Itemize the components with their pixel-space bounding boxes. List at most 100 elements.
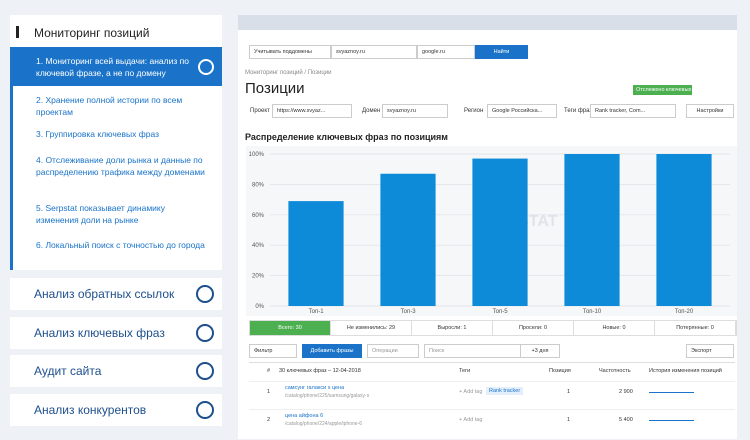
- position: 1: [567, 389, 571, 395]
- row-number: 2: [267, 417, 271, 423]
- y-tick-label: 60%: [252, 213, 265, 219]
- stats-tab[interactable]: Не изменились: 29: [331, 321, 412, 335]
- tracked-text: Отслежено ключевых фраз: 118/200: [636, 87, 729, 93]
- breadcrumb: Мониторинг позиций / Позиции: [245, 70, 332, 76]
- section-card[interactable]: Анализ конкурентов: [10, 394, 222, 426]
- section-title: Аудит сайта: [34, 364, 102, 378]
- section-title: Анализ ключевых фраз: [34, 326, 165, 340]
- stats-tab[interactable]: Новые: 0: [574, 321, 655, 335]
- stats-tab[interactable]: Потерянные: 0: [655, 321, 736, 335]
- row-line: [249, 409, 735, 410]
- stats-tab[interactable]: Просели: 0: [493, 321, 574, 335]
- column-header: История изменения позиций: [649, 368, 722, 374]
- y-tick-label: 80%: [252, 182, 265, 188]
- add-tag[interactable]: + Add tag: [459, 389, 483, 395]
- section-card[interactable]: Аудит сайта: [10, 355, 222, 387]
- frequency: 2 900: [619, 389, 633, 395]
- add-tag[interactable]: + Add tag: [459, 417, 483, 423]
- menu-title: Мониторинг позиций: [34, 26, 150, 40]
- input[interactable]: Поиск: [424, 344, 524, 358]
- history-line: [649, 420, 694, 421]
- column-header: Частотность: [599, 368, 631, 374]
- menu-item[interactable]: 4. Отслеживание доли рынка и данные по р…: [36, 155, 205, 177]
- column-header: #: [267, 368, 271, 374]
- bar: [564, 154, 620, 306]
- dropdown[interactable]: svyaznoy.ru: [382, 104, 448, 118]
- section-card[interactable]: Анализ обратных ссылок: [10, 278, 222, 310]
- x-tick-label: Топ-1: [308, 309, 324, 315]
- bar: [288, 201, 344, 306]
- phrase[interactable]: самсунг галакси s цена: [285, 385, 345, 391]
- phrase[interactable]: цена айфона 6: [285, 413, 324, 419]
- dropdown[interactable]: Rank tracker, Com...: [590, 104, 676, 118]
- dropdown[interactable]: Google Российска...: [487, 104, 557, 118]
- dropdown[interactable]: Операции: [367, 344, 419, 358]
- tracked: Отслежено ключевых фраз: 118/200: [636, 87, 728, 93]
- y-tick-label: 20%: [252, 274, 265, 280]
- row-number: 1: [267, 389, 271, 395]
- icon: [196, 324, 214, 342]
- button[interactable]: Фильтр: [249, 344, 297, 358]
- menu-item[interactable]: 1. Мониторинг всей выдачи: анализ по клю…: [36, 56, 189, 78]
- icon: [196, 285, 214, 303]
- stats-bar: Всего: 30 Не изменились: 29 Выросли: 1 Прос…: [249, 320, 737, 336]
- menu-item[interactable]: 6. Локальный поиск с точностью до города: [36, 240, 205, 250]
- icon: [16, 26, 29, 38]
- y-tick-label: 100%: [249, 152, 265, 158]
- history-line: [649, 392, 694, 393]
- section-title: Анализ обратных ссылок: [34, 287, 175, 301]
- filter-label: Проект: [250, 108, 270, 114]
- icon: [196, 362, 214, 380]
- stats-tab[interactable]: Выросли: 1: [412, 321, 493, 335]
- menu-card: Мониторинг позиций 1. Мониторинг всей вы…: [10, 15, 222, 270]
- column-header: 30 ключевых фраз – 12-04-2018: [279, 368, 361, 374]
- icon: [198, 59, 214, 75]
- active-item-bg: [10, 47, 222, 86]
- dropdown[interactable]: Учитывать поддомены: [249, 45, 331, 59]
- progress: [633, 85, 692, 95]
- y-tick-label: 0%: [255, 304, 264, 310]
- x-tick-label: Топ-10: [583, 309, 602, 315]
- x-tick-label: Топ-20: [675, 309, 694, 315]
- button[interactable]: Добавить фразы: [302, 344, 362, 358]
- table: #30 ключевых фраз – 12-04-2018 Теги Позици…: [249, 362, 735, 440]
- button[interactable]: +3 дня: [520, 344, 560, 358]
- filter-label: Домен: [362, 108, 381, 114]
- input[interactable]: svyaznoy.ru: [331, 45, 417, 59]
- dropdown[interactable]: google.ru: [417, 45, 475, 59]
- x-tick-label: Топ-5: [492, 309, 508, 315]
- menu-item[interactable]: 5. Serpstat показывает динамику изменени…: [36, 203, 165, 225]
- url: /catalog/phone/224/apple/iphone-6: [285, 421, 363, 427]
- filter-label: Теги фраз: [564, 108, 593, 114]
- column-header: Теги: [459, 368, 471, 374]
- section-card[interactable]: Анализ ключевых фраз: [10, 317, 222, 349]
- bar: [472, 158, 528, 306]
- bar: [656, 154, 712, 306]
- chart-title: Распределение ключевых фраз по позициям: [245, 132, 448, 142]
- url: /catalog/phone/225/samsung/galaxy-s: [285, 393, 370, 399]
- accent: [10, 47, 13, 270]
- section-title: Анализ конкурентов: [34, 403, 147, 417]
- position: 1: [567, 417, 571, 423]
- button[interactable]: Найти: [475, 45, 528, 59]
- row-line: [249, 381, 735, 382]
- stats-tab[interactable]: Всего: 30: [250, 321, 331, 335]
- frequency: 5 400: [619, 417, 633, 423]
- menu-item[interactable]: 2. Хранение полной истории по всем проек…: [36, 95, 183, 117]
- dropdown[interactable]: https://www.svyaz...: [272, 104, 352, 118]
- heading: Позиции: [245, 80, 305, 97]
- window-bar: [238, 15, 737, 30]
- column-header: Позиция: [549, 368, 571, 374]
- window: Учитывать поддомены svyaznoy.ru google.r…: [238, 30, 737, 439]
- bar: [380, 173, 436, 306]
- tag: Rank tracker: [486, 387, 524, 395]
- menu-item[interactable]: 3. Группировка ключевых фраз: [36, 129, 159, 139]
- button[interactable]: Настройки: [686, 104, 734, 118]
- filter-label: Регион: [464, 108, 484, 114]
- x-tick-label: Топ-3: [400, 309, 416, 315]
- button[interactable]: Экспорт: [686, 344, 734, 358]
- chart: SERPSTAT 0%20%40%60%80%100%Топ-1Топ-3Топ…: [246, 146, 737, 316]
- y-tick-label: 40%: [252, 243, 265, 249]
- icon: [196, 401, 214, 419]
